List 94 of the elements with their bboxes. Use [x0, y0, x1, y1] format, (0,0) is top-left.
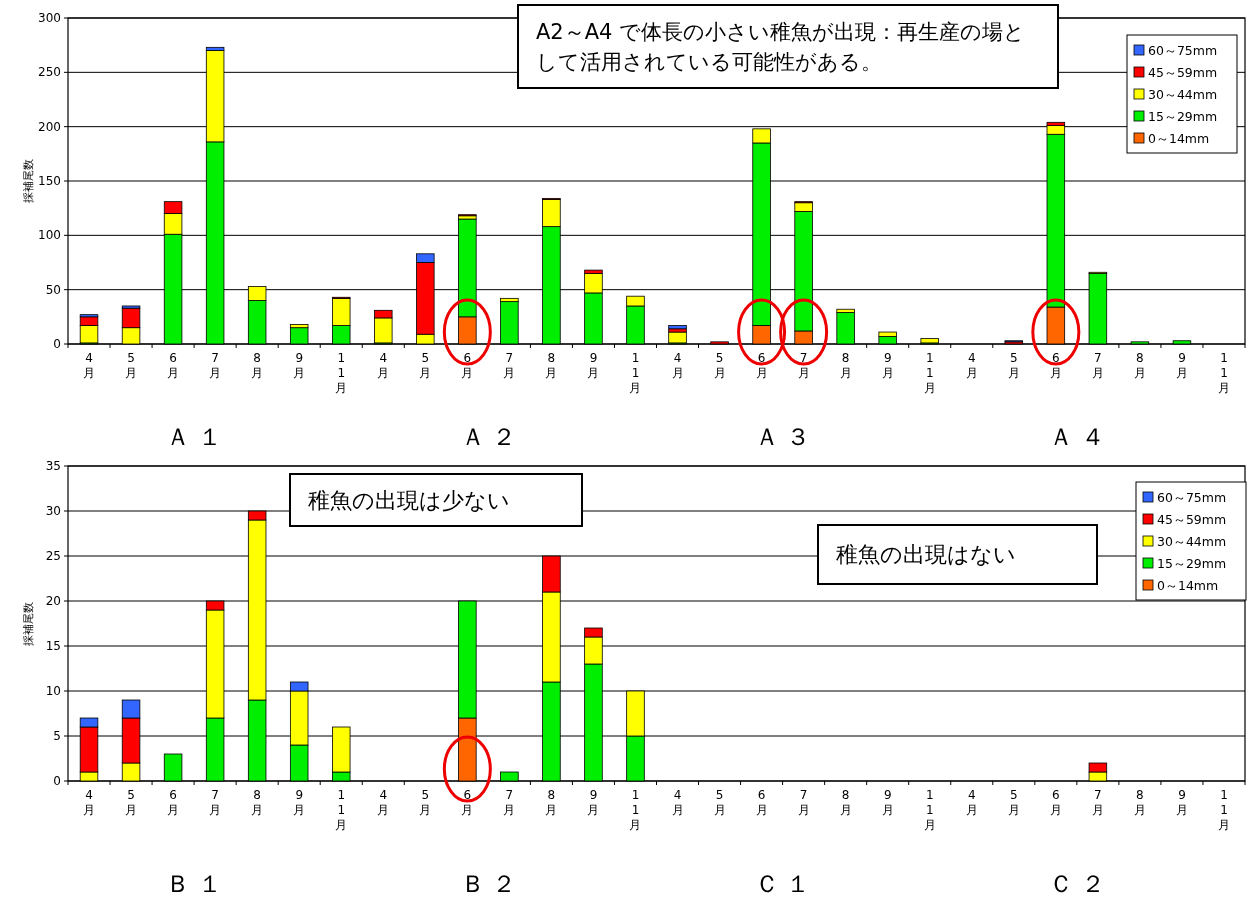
x-tick-label: 5月 — [125, 351, 138, 380]
x-tick-label: 4月 — [671, 788, 684, 817]
annotation: 稚魚の出現は少ない — [308, 487, 510, 513]
legend-label: 30～44mm — [1157, 534, 1227, 549]
x-tick-label: 6月 — [755, 351, 768, 380]
x-tick-label: 6月 — [167, 788, 180, 817]
legend-label: 30～44mm — [1148, 87, 1218, 102]
x-tick-label: 9月 — [881, 788, 894, 817]
x-tick-label: 8月 — [251, 788, 264, 817]
x-tick-label: 11月 — [1217, 351, 1230, 395]
legend-label: 15～29mm — [1157, 556, 1227, 571]
x-tick-label: 4月 — [965, 351, 978, 380]
legend-label: 45～59mm — [1148, 65, 1218, 80]
x-tick-label: 4月 — [83, 788, 96, 817]
x-tick-label: 4月 — [377, 351, 390, 380]
y-tick-label: 100 — [38, 228, 61, 243]
y-tick-label: 15 — [45, 639, 61, 653]
x-tick-label: 7月 — [797, 351, 810, 380]
x-tick-label: 9月 — [881, 351, 894, 380]
x-tick-label: 11月 — [923, 788, 936, 832]
legend-label: 60～75mm — [1157, 490, 1227, 505]
x-tick-label: 11月 — [629, 788, 642, 832]
text: Ａ ３ — [754, 423, 811, 451]
x-tick-label: 8月 — [1133, 788, 1146, 817]
legend-label: 15～29mm — [1148, 109, 1218, 124]
x-tick-label: 6月 — [1049, 788, 1062, 817]
x-tick-label: 4月 — [671, 351, 684, 380]
x-tick-label: 7月 — [1091, 351, 1104, 380]
x-tick-label: 5月 — [713, 351, 726, 380]
x-tick-label: 9月 — [293, 351, 306, 380]
text: Ａ ４ — [1049, 423, 1105, 451]
x-tick-label: 5月 — [419, 788, 432, 817]
x-tick-label: 8月 — [839, 351, 852, 380]
x-tick-label: 7月 — [503, 351, 516, 380]
y-tick-label: 0 — [53, 337, 61, 351]
x-tick-label: 5月 — [1007, 788, 1020, 817]
x-tick-label: 9月 — [1175, 351, 1188, 380]
x-tick-label: 9月 — [587, 788, 600, 817]
text: Ｂ １ — [166, 870, 222, 898]
x-tick-label: 8月 — [839, 788, 852, 817]
annotation: 稚魚の出現はない — [836, 542, 1016, 568]
x-tick-label: 5月 — [125, 788, 138, 817]
y-tick-label: 150 — [38, 174, 61, 188]
x-tick-label: 11月 — [629, 351, 642, 395]
x-tick-label: 4月 — [83, 351, 96, 380]
y-tick-label: 0 — [53, 774, 61, 788]
x-tick-label: 8月 — [545, 351, 558, 380]
text: Ｃ １ — [754, 870, 811, 898]
y-tick-label: 50 — [45, 282, 61, 297]
annotation: A2～A4 で体長の小さい稚魚が出現：再生産の場として活用されている可能性がある。 — [536, 19, 1026, 75]
text: Ｂ ２ — [460, 870, 517, 898]
x-tick-label: 5月 — [419, 351, 432, 380]
x-tick-label: 6月 — [461, 351, 474, 380]
x-tick-label: 5月 — [713, 788, 726, 817]
legend-label: 60～75mm — [1148, 43, 1218, 58]
x-tick-label: 4月 — [965, 788, 978, 817]
y-axis-title: 採補尾数 — [22, 159, 35, 203]
x-tick-label: 6月 — [755, 788, 768, 817]
y-tick-label: 20 — [45, 594, 61, 608]
legend-label: 0～14mm — [1148, 131, 1210, 146]
y-axis-title: 採補尾数 — [22, 601, 35, 646]
x-tick-label: 6月 — [1049, 351, 1062, 380]
x-tick-label: 8月 — [251, 351, 264, 380]
y-tick-label: 5 — [53, 729, 61, 743]
legend-label: 0～14mm — [1157, 578, 1219, 593]
x-tick-label: 9月 — [293, 788, 306, 817]
text: Ｃ ２ — [1049, 870, 1105, 898]
x-tick-label: 8月 — [545, 788, 558, 817]
x-tick-label: 4月 — [377, 788, 390, 817]
x-tick-label: 11月 — [335, 351, 348, 395]
x-tick-label: 9月 — [1175, 788, 1188, 817]
x-tick-label: 7月 — [209, 788, 222, 817]
x-tick-label: 5月 — [1007, 351, 1020, 380]
x-tick-label: 9月 — [587, 351, 600, 380]
y-tick-label: 25 — [45, 549, 61, 563]
y-tick-label: 30 — [45, 504, 61, 518]
x-tick-label: 6月 — [167, 351, 180, 380]
x-tick-label: 7月 — [209, 351, 222, 380]
y-tick-label: 300 — [38, 11, 61, 25]
x-tick-label: 7月 — [503, 788, 516, 817]
x-tick-label: 11月 — [923, 351, 936, 395]
y-tick-label: 250 — [38, 65, 61, 80]
y-tick-label: 10 — [45, 684, 61, 698]
x-tick-label: 7月 — [797, 788, 810, 817]
x-tick-label: 6月 — [461, 788, 474, 817]
y-tick-label: 35 — [45, 459, 61, 473]
text: Ａ ２ — [460, 423, 517, 451]
x-tick-label: 11月 — [335, 788, 348, 832]
y-tick-label: 200 — [38, 119, 61, 134]
legend-label: 45～59mm — [1157, 512, 1227, 527]
text: Ａ １ — [166, 423, 222, 451]
x-tick-label: 8月 — [1133, 351, 1146, 380]
x-tick-label: 11月 — [1217, 788, 1230, 832]
x-tick-label: 7月 — [1091, 788, 1104, 817]
